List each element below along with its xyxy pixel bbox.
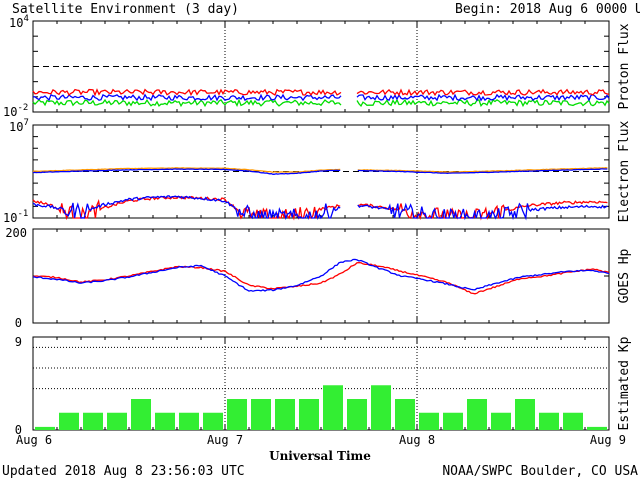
- electron-ytick-bottom: 10-1: [3, 209, 28, 225]
- kp-ytick-top: 9: [15, 335, 22, 349]
- kp-bar: [395, 399, 415, 430]
- kp-bar: [323, 385, 343, 430]
- electron-series-0: [32, 167, 608, 173]
- kp-bar: [179, 412, 199, 430]
- kp-bar: [59, 412, 79, 430]
- proton-ytick-bottom: 10-2: [3, 103, 28, 119]
- goes-hp-series-red: [32, 261, 610, 295]
- kp-ylabel: Estimated Kp: [617, 336, 632, 430]
- proton-series-blue: [32, 93, 610, 102]
- begin-time: Begin: 2018 Aug 6 0000 UTC: [455, 2, 640, 17]
- x-axis: Aug 6 Aug 7 Aug 8 Aug 9: [16, 433, 626, 447]
- credit-text: NOAA/SWPC Boulder, CO USA: [442, 464, 638, 479]
- x-axis-title: Universal Time: [269, 449, 371, 463]
- panels: 104 10-2 Proton Flux 107 10-1 Electron Flux 20…: [3, 14, 632, 437]
- kp-bar: [587, 426, 607, 430]
- kp-bar: [107, 412, 127, 430]
- goes-hp-ytick-top: 200: [5, 226, 27, 240]
- electron-ytick-top: 107: [9, 118, 29, 134]
- electron-series-1: [32, 168, 608, 175]
- x-tick-label: Aug 7: [207, 433, 243, 447]
- x-tick-label: Aug 9: [590, 433, 626, 447]
- proton-ylabel: Proton Flux: [617, 23, 632, 109]
- electron-ylabel: Electron Flux: [617, 120, 632, 222]
- x-tick-label: Aug 8: [399, 433, 435, 447]
- kp-bar: [131, 399, 151, 430]
- kp-bar: [491, 412, 511, 430]
- chart-title: Satellite Environment (3 day): [12, 2, 239, 17]
- electron-series-3: [32, 195, 608, 221]
- proton-series-red: [32, 88, 610, 97]
- kp-bar: [419, 412, 439, 430]
- kp-bar: [539, 412, 559, 430]
- kp-bar: [35, 426, 55, 430]
- goes-hp-ylabel: GOES Hp: [617, 248, 632, 303]
- kp-bar: [563, 412, 583, 430]
- x-tick-label: Aug 6: [16, 433, 52, 447]
- updated-time: Updated 2018 Aug 8 23:56:03 UTC: [2, 464, 245, 479]
- proton-series-green: [32, 98, 610, 108]
- kp-ytick-bottom: 0: [15, 423, 22, 437]
- goes-hp-series-blue: [32, 258, 610, 292]
- kp-bar: [155, 412, 175, 430]
- kp-bar: [299, 399, 319, 430]
- kp-bar: [347, 399, 367, 430]
- kp-bar: [275, 399, 295, 430]
- kp-bar: [251, 399, 271, 430]
- kp-bar: [83, 412, 103, 430]
- kp-bar: [515, 399, 535, 430]
- kp-bar: [203, 412, 223, 430]
- kp-bar: [443, 412, 463, 430]
- proton-ytick-top: 104: [9, 14, 29, 30]
- goes-hp-ytick-bottom: 0: [15, 316, 22, 330]
- kp-bar: [371, 385, 391, 430]
- kp-bar: [227, 399, 247, 430]
- kp-bar: [467, 399, 487, 430]
